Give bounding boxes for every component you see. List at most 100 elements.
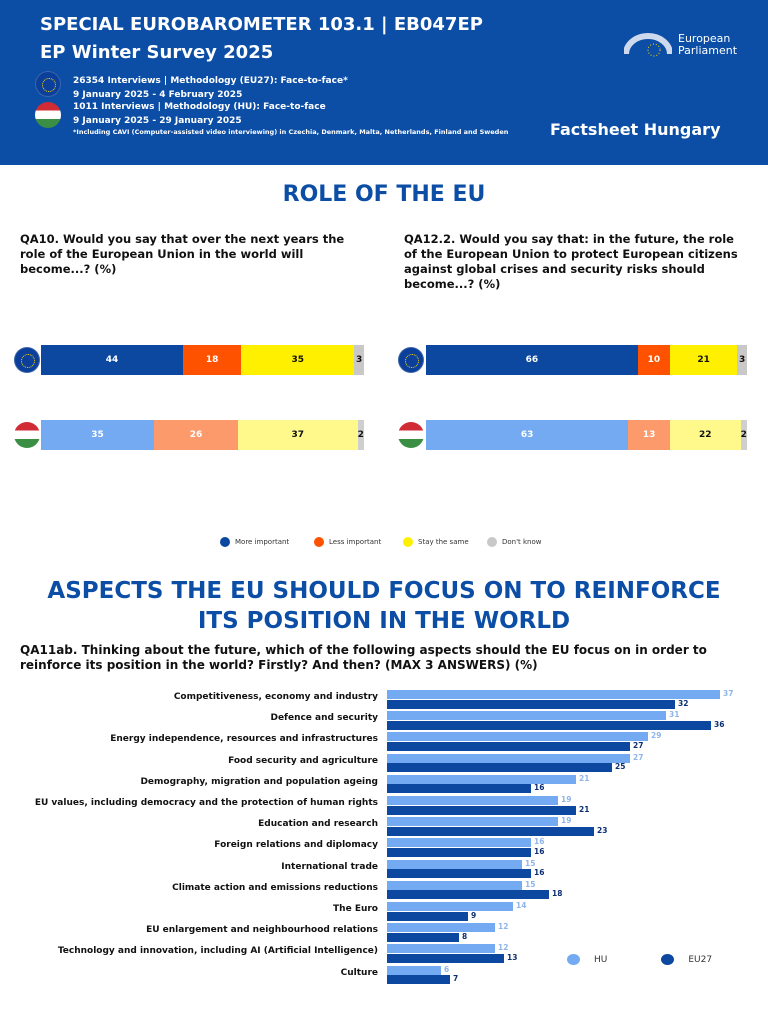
bar-value-label: 16 xyxy=(534,868,545,878)
bar-value-label: 27 xyxy=(633,752,644,762)
bar-segment-stay-the-same-eu27: 21 xyxy=(669,345,738,375)
hu-flag-icon xyxy=(398,422,424,448)
bar-hu xyxy=(387,965,441,975)
bar-segment-don-t-know-hu: 2 xyxy=(740,420,747,450)
category-label: The Euro xyxy=(333,904,378,914)
bar-segment-less-important-hu: 26 xyxy=(154,420,239,450)
bar-value-label: 3 xyxy=(356,355,363,365)
bar-value-label: 19 xyxy=(561,795,572,804)
bar-value-label: 16 xyxy=(534,783,545,793)
bar-segment-more-important-eu27: 66 xyxy=(426,345,638,375)
section-title-role: ROLE OF THE EU xyxy=(282,182,486,207)
category-label: Competitiveness, economy and industry xyxy=(173,692,378,702)
bar-value-label: 12 xyxy=(498,922,509,932)
category-label: Demography, migration and population age… xyxy=(140,776,378,787)
bar-value-label: 21 xyxy=(579,773,590,783)
category-label: Climate action and emissions reductions xyxy=(172,882,378,893)
bar-hu xyxy=(387,859,522,869)
legend-hu-label: HU xyxy=(594,954,608,965)
bar-value-label: 2 xyxy=(357,430,364,440)
bar-value-label: 29 xyxy=(651,731,662,741)
legend-aspects: HU EU27 xyxy=(567,954,712,965)
bar-eu27 xyxy=(387,720,711,730)
legend-swatch xyxy=(220,537,230,547)
legend-item: Less important xyxy=(314,537,381,547)
bar-value-label: 32 xyxy=(678,698,689,708)
bar-value-label: 37 xyxy=(723,689,734,698)
bar-hu xyxy=(387,753,630,763)
legend-label: Don't know xyxy=(502,538,542,546)
parliament-logo-icon xyxy=(624,33,672,57)
bar-value-label: 35 xyxy=(291,355,305,365)
section-title-aspects: ASPECTS THE EU SHOULD FOCUS ON TO REINFO… xyxy=(47,578,721,634)
bar-eu27 xyxy=(387,763,612,773)
ep-logo: European Parliament xyxy=(624,32,737,58)
bar-eu27 xyxy=(387,805,576,815)
legend-eu27-swatch xyxy=(661,954,675,965)
question-qa10: QA10. Would you say that over the next y… xyxy=(20,232,345,276)
category-label: Energy independence, resources and infra… xyxy=(110,734,378,745)
eu-flag-icon xyxy=(398,347,424,373)
bar-segment-more-important-hu: 63 xyxy=(426,420,629,450)
legend-swatch xyxy=(314,537,324,547)
bar-hu xyxy=(387,796,558,805)
category-label: Technology and innovation, including AI … xyxy=(57,946,378,957)
bar-value-label: 27 xyxy=(633,740,644,750)
bar-eu27 xyxy=(387,975,450,985)
bar-value-label: 8 xyxy=(462,931,468,941)
bar-segment-more-important-eu27: 44 xyxy=(41,345,184,375)
legend-label: More important xyxy=(235,538,290,546)
bar-segment-less-important-eu27: 10 xyxy=(637,345,670,375)
bar-value-label: 18 xyxy=(205,355,219,365)
legend-item: More important xyxy=(220,537,289,547)
category-label: EU values, including democracy and the p… xyxy=(34,798,378,808)
bar-hu xyxy=(387,902,513,911)
eu-methodology: 26354 Interviews | Methodology (EU27): F… xyxy=(73,76,348,100)
footnote: *Including CAVI (Computer-assisted video… xyxy=(73,128,509,136)
bar-hu xyxy=(387,923,495,933)
category-label: International trade xyxy=(281,861,378,872)
category-label: Foreign relations and diplomacy xyxy=(214,840,378,851)
bar-value-label: 10 xyxy=(647,355,661,365)
bar-value-label: 36 xyxy=(714,719,725,729)
hu-methodology: 1011 Interviews | Methodology (HU): Face… xyxy=(73,102,326,126)
bar-eu27 xyxy=(387,953,504,963)
bar-eu27 xyxy=(387,869,531,879)
bar-segment-stay-the-same-hu: 22 xyxy=(669,420,741,450)
factsheet-label: Factsheet Hungary xyxy=(550,120,721,139)
bar-value-label: 15 xyxy=(525,879,536,889)
legend-swatch xyxy=(487,537,497,547)
bar-value-label: 21 xyxy=(697,355,710,365)
bar-hu xyxy=(387,774,576,784)
bar-value-label: 2 xyxy=(740,430,747,440)
legend-label: Stay the same xyxy=(418,538,469,546)
survey-title: SPECIAL EUROBAROMETER 103.1 | EB047EP xyxy=(40,14,483,35)
bar-eu27 xyxy=(387,847,531,857)
legend-item: Don't know xyxy=(487,537,542,547)
bar-value-label: 21 xyxy=(579,804,590,814)
bar-hu xyxy=(387,838,531,848)
bar-value-label: 13 xyxy=(507,952,518,962)
bar-hu xyxy=(387,711,666,721)
bar-eu27 xyxy=(387,826,594,836)
bar-eu27 xyxy=(387,784,531,794)
bar-value-label: 19 xyxy=(561,816,572,826)
bar-hu xyxy=(387,817,558,827)
bar-value-label: 18 xyxy=(552,889,563,899)
bar-value-label: 16 xyxy=(534,837,545,847)
bar-value-label: 7 xyxy=(453,974,459,984)
eu-flag-icon xyxy=(35,71,61,97)
bar-value-label: 66 xyxy=(525,355,539,365)
bar-eu27 xyxy=(387,699,675,709)
survey-subtitle: EP Winter Survey 2025 xyxy=(40,42,274,63)
bar-value-label: 6 xyxy=(444,964,450,974)
category-label: Defence and security xyxy=(270,713,378,724)
category-label: Culture xyxy=(340,967,378,978)
category-label: EU enlargement and neighbourhood relatio… xyxy=(146,925,378,936)
bar-value-label: 35 xyxy=(91,430,104,440)
bar-value-label: 15 xyxy=(525,858,536,868)
eu-flag-icon xyxy=(14,347,40,373)
legend-hu-swatch xyxy=(567,954,580,965)
bar-value-label: 44 xyxy=(105,355,119,365)
bar-segment-stay-the-same-hu: 37 xyxy=(238,420,358,450)
